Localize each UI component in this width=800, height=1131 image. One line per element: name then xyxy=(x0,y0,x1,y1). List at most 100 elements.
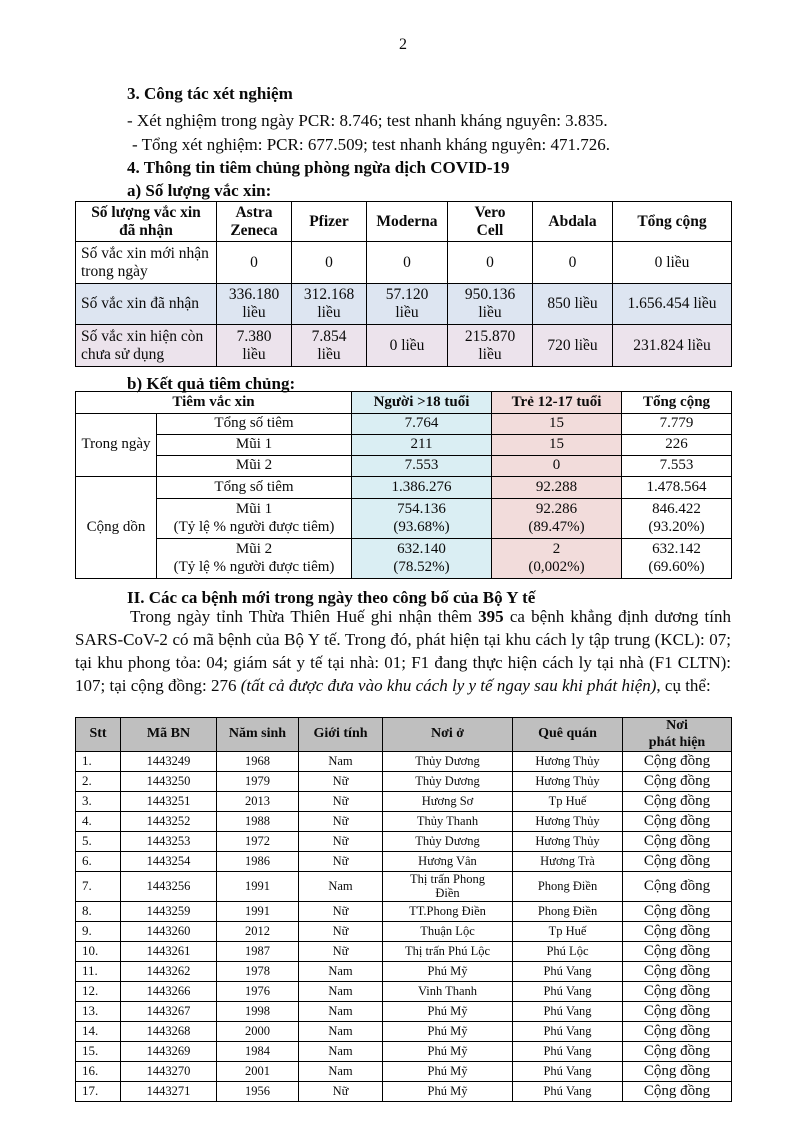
row-cumulative-total: Cộng dồn Tổng số tiêm 1.386.276 92.288 1… xyxy=(75,476,733,579)
section3-heading: 3. Công tác xét nghiệm xyxy=(127,84,293,103)
section2-paragraph: Trong ngày tỉnh Thừa Thiên Huế ghi nhận … xyxy=(75,605,731,697)
case-nam-sinh: 1988 xyxy=(216,811,299,832)
case-ma-bn: 1443260 xyxy=(120,920,217,942)
case-noi-o: Thủy Dương xyxy=(382,751,513,772)
value-total: 1.656.454 liều xyxy=(612,283,732,325)
case-ma-bn: 1443253 xyxy=(120,831,217,852)
case-ma-bn: 1443269 xyxy=(120,1040,217,1062)
case-gioi-tinh: Nam xyxy=(298,1060,383,1082)
case-ma-bn: 1443259 xyxy=(120,900,217,922)
value-abdala: 0 xyxy=(532,241,613,284)
testing-line-total: - Tổng xét nghiệm: PCR: 677.509; test nh… xyxy=(132,135,611,154)
case-stt: 7. xyxy=(75,871,121,902)
header-vero-cell: Vero Cell xyxy=(447,201,533,242)
case-que-quan: Tp Huế xyxy=(512,920,623,942)
row-name: Mũi 2 xyxy=(155,455,353,477)
case-que-quan: Phú Vang xyxy=(512,960,623,982)
case-noi-phat-hien: Cộng đồng xyxy=(622,771,732,792)
header-que-quan: Quê quán xyxy=(512,717,623,752)
header-gioi-tinh: Giới tính xyxy=(298,717,383,752)
case-gioi-tinh: Nam xyxy=(298,1020,383,1042)
value-children: 0 xyxy=(491,455,623,477)
row-cumulative-dose2: Mũi 2 (Tỷ lệ % người được tiêm) 632.140 … xyxy=(76,538,733,579)
row-label: Số vắc xin mới nhận trong ngày xyxy=(75,241,217,284)
case-que-quan: Hương Trà xyxy=(512,851,623,872)
row-name: Mũi 1 (Tỷ lệ % người được tiêm) xyxy=(155,498,353,539)
case-gioi-tinh: Nam xyxy=(298,980,383,1002)
case-stt: 3. xyxy=(75,791,121,812)
group-label-daily: Trong ngày xyxy=(75,413,157,477)
vaccine-quantity-table: Số lượng vắc xin đã nhận Astra Zeneca Pf… xyxy=(75,201,732,367)
case-nam-sinh: 2012 xyxy=(216,920,299,942)
case-stt: 2. xyxy=(75,771,121,792)
value-total: 226 xyxy=(621,434,733,456)
case-que-quan: Phong Điền xyxy=(512,871,623,902)
case-que-quan: Phú Lộc xyxy=(512,940,623,962)
case-stt: 13. xyxy=(75,1000,121,1022)
case-ma-bn: 1443249 xyxy=(120,751,217,772)
case-nam-sinh: 2001 xyxy=(216,1060,299,1082)
case-stt: 5. xyxy=(75,831,121,852)
case-que-quan: Hương Thủy xyxy=(512,811,623,832)
case-list-table: Stt Mã BN Năm sinh Giới tính Nơi ở Quê q… xyxy=(75,717,732,1102)
value-total: 0 liều xyxy=(612,241,732,284)
para-start: Trong ngày tỉnh Thừa Thiên Huế ghi nhận … xyxy=(130,607,479,626)
case-noi-phat-hien: Cộng đồng xyxy=(622,871,732,902)
case-ma-bn: 1443267 xyxy=(120,1000,217,1022)
case-nam-sinh: 1984 xyxy=(216,1040,299,1062)
value-vero: 215.870 liều xyxy=(447,324,533,367)
section2-heading: II. Các ca bệnh mới trong ngày theo công… xyxy=(127,588,536,607)
case-nam-sinh: 1968 xyxy=(216,751,299,772)
case-que-quan: Phong Điền xyxy=(512,900,623,922)
case-ma-bn: 1443250 xyxy=(120,771,217,792)
case-noi-o: Thủy Dương xyxy=(382,831,513,852)
case-noi-phat-hien: Cộng đồng xyxy=(622,1040,732,1062)
case-table-header-row: Stt Mã BN Năm sinh Giới tính Nơi ở Quê q… xyxy=(75,717,732,752)
case-row: 5. 1443253 1972 Nữ Thủy Dương Hương Thủy… xyxy=(75,831,732,852)
case-nam-sinh: 1979 xyxy=(216,771,299,792)
case-ma-bn: 1443254 xyxy=(120,851,217,872)
case-table-body: 1. 1443249 1968 Nam Thủy Dương Hương Thủ… xyxy=(75,751,732,1102)
case-nam-sinh: 2013 xyxy=(216,791,299,812)
value-total: 7.553 xyxy=(621,455,733,477)
case-gioi-tinh: Nữ xyxy=(298,811,383,832)
value-moderna: 57.120 liều xyxy=(366,283,448,325)
case-noi-phat-hien: Cộng đồng xyxy=(622,980,732,1002)
header-tiem-vac-xin: Tiêm vắc xin xyxy=(74,391,353,414)
case-gioi-tinh: Nam xyxy=(298,751,383,772)
case-gioi-tinh: Nữ xyxy=(298,940,383,962)
case-noi-o: Vinh Thanh xyxy=(382,980,513,1002)
case-noi-o: Phú Mỹ xyxy=(382,960,513,982)
value-adults: 211 xyxy=(351,434,493,456)
case-noi-o: Phú Mỹ xyxy=(382,1000,513,1022)
value-children: 15 xyxy=(491,434,623,456)
case-row: 9. 1443260 2012 Nữ Thuận Lộc Tp Huế Cộng… xyxy=(75,920,732,942)
case-row: 10. 1443261 1987 Nữ Thị trấn Phú Lộc Phú… xyxy=(75,940,732,962)
case-gioi-tinh: Nam xyxy=(298,871,383,902)
case-noi-phat-hien: Cộng đồng xyxy=(622,1080,732,1102)
row-new-received: Số vắc xin mới nhận trong ngày 0 0 0 0 0… xyxy=(75,241,732,284)
value-children: 2 (0,002%) xyxy=(491,538,623,579)
case-stt: 9. xyxy=(75,920,121,942)
case-noi-phat-hien: Cộng đồng xyxy=(622,851,732,872)
case-row: 15. 1443269 1984 Nam Phú Mỹ Phú Vang Cộn… xyxy=(75,1040,732,1062)
vaccine-table-header-row: Số lượng vắc xin đã nhận Astra Zeneca Pf… xyxy=(75,201,732,242)
case-nam-sinh: 1956 xyxy=(216,1080,299,1102)
case-row: 16. 1443270 2001 Nam Phú Mỹ Phú Vang Cộn… xyxy=(75,1060,732,1082)
value-total: 231.824 liều xyxy=(612,324,732,367)
header-abdala: Abdala xyxy=(532,201,613,242)
case-ma-bn: 1443261 xyxy=(120,940,217,962)
case-stt: 1. xyxy=(75,751,121,772)
case-gioi-tinh: Nữ xyxy=(298,851,383,872)
case-stt: 12. xyxy=(75,980,121,1002)
case-nam-sinh: 1998 xyxy=(216,1000,299,1022)
case-que-quan: Phú Vang xyxy=(512,1040,623,1062)
case-row: 14. 1443268 2000 Nam Phú Mỹ Phú Vang Cộn… xyxy=(75,1020,732,1042)
value-moderna: 0 xyxy=(366,241,448,284)
header-noi-phat-hien: Nơi phát hiện xyxy=(622,717,732,752)
value-vero: 0 xyxy=(447,241,533,284)
case-noi-o: TT.Phong Điền xyxy=(382,900,513,922)
value-astra: 0 xyxy=(216,241,292,284)
case-stt: 15. xyxy=(75,1040,121,1062)
